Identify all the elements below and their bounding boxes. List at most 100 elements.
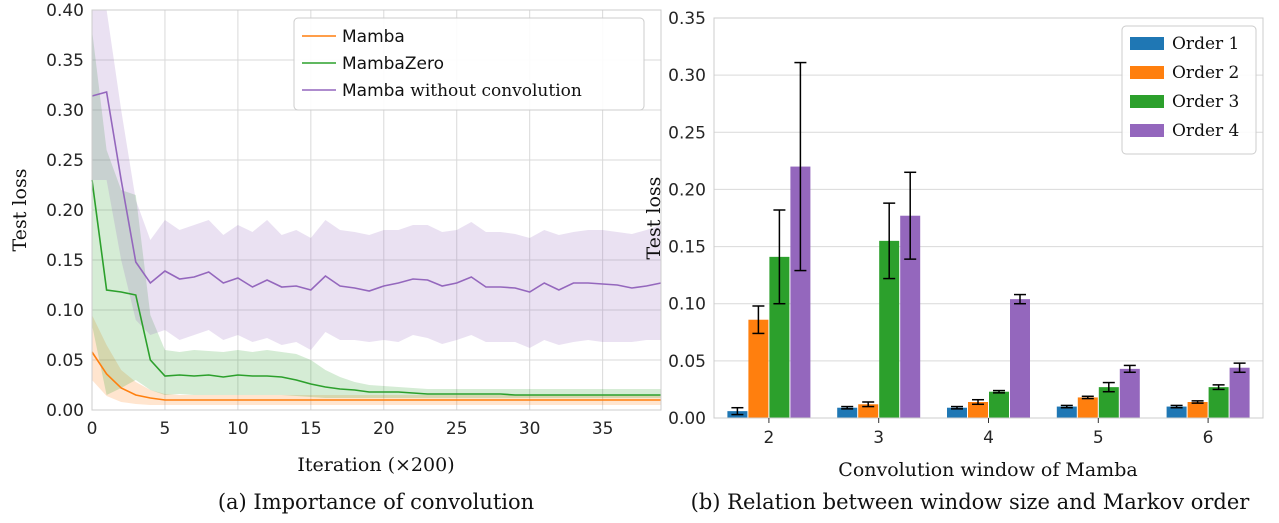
series-lines-a (91, 90, 662, 401)
x-tick-label: 10 (227, 419, 249, 439)
error-bar (1123, 364, 1136, 374)
x-tick-label: 0 (87, 419, 98, 439)
error-bar (1081, 395, 1094, 400)
legend-label-order-2: Order 2 (1172, 63, 1239, 83)
error-bar (1191, 400, 1204, 404)
x-tick-labels-a: 0 5 10 15 20 25 30 35 (87, 419, 614, 439)
bar-order-2-w4 (968, 402, 988, 418)
error-bars-b (731, 61, 1246, 416)
caption-a: (a) Importance of convolution (218, 490, 534, 514)
legend-label-mamba-no-conv-prefix: Mamba (342, 81, 405, 101)
error-bar (993, 389, 1005, 394)
y-tick-label: 0.30 (46, 101, 84, 121)
bar-order-3-w2 (769, 256, 790, 418)
x-tick-label: 4 (983, 428, 994, 448)
series-line-0 (91, 351, 661, 401)
plot-frame-a (91, 9, 662, 411)
legend-label-mamba-prefix: Mamba (342, 27, 405, 47)
y-tick-label: 0.15 (668, 238, 706, 258)
x-axis-label-b: Convolution window of Mamba (838, 459, 1137, 481)
bar-order-1-w4 (947, 407, 967, 418)
error-bar (752, 305, 765, 335)
error-bar (1212, 384, 1225, 391)
bar-order-2-w2 (748, 319, 769, 418)
legend-label-order-3: Order 3 (1172, 92, 1239, 112)
x-tick-label: 5 (1093, 428, 1104, 448)
legend-label-mambazero-prefix: MambaZero (342, 54, 444, 74)
panel-b-bar-chart: 0.00 0.05 0.10 0.15 0.20 0.25 0.30 0.35 2 3 4 5 6 T… (643, 9, 1264, 514)
y-tick-label: 0.40 (46, 1, 84, 21)
y-tick-label: 0.20 (46, 201, 84, 221)
x-tick-label: 35 (592, 419, 614, 439)
bar-order-4-w2 (790, 166, 811, 418)
y-axis-label-a: Test loss (9, 169, 31, 252)
bar-order-2-w3 (858, 404, 879, 418)
legend-b: Order 1 Order 2 Order 3 Order 4 (1121, 25, 1257, 155)
y-tick-label: 0.15 (46, 251, 84, 271)
legend-swatch-order-3 (1130, 95, 1164, 108)
y-tick-label: 0.10 (46, 301, 84, 321)
legend-label-order-1: Order 1 (1172, 34, 1239, 54)
error-bar (1170, 404, 1183, 409)
x-axis-label-a: Iteration (×200) (297, 454, 454, 476)
bar-order-4-w3 (900, 215, 921, 418)
legend-label-mamba: Mamba (342, 27, 405, 47)
legend-label-mambazero: MambaZero (342, 54, 444, 74)
error-bar (883, 202, 896, 280)
error-bar (841, 405, 854, 410)
bar-order-2-w6 (1187, 402, 1208, 418)
series-line-2 (91, 90, 662, 293)
y-tick-label: 0.25 (46, 151, 84, 171)
y-tick-label: 0.10 (668, 295, 706, 315)
bar-order-1-w3 (837, 407, 858, 418)
error-bar (972, 398, 984, 406)
x-tick-label: 2 (763, 428, 774, 448)
y-tick-label: 0.05 (668, 352, 706, 372)
band-0 (92, 315, 661, 405)
x-tick-label: 3 (873, 428, 884, 448)
error-bar (731, 406, 744, 416)
band-1 (92, 30, 661, 398)
y-tick-label: 0.20 (668, 180, 706, 200)
legend-frame-b (1121, 25, 1257, 155)
x-tick-labels-b: 2 3 4 5 6 (763, 418, 1214, 448)
band-2 (92, 10, 661, 350)
bar-order-1-w6 (1166, 406, 1187, 418)
error-bar (1102, 381, 1115, 393)
caption-b: (b) Relation between window size and Mar… (691, 490, 1251, 514)
legend-label-mamba-no-conv-suffix: without convolution (405, 81, 582, 101)
legend-label-order-4: Order 4 (1172, 121, 1239, 141)
error-bar (773, 209, 786, 305)
x-tick-label: 30 (519, 419, 541, 439)
x-tick-label: 15 (300, 419, 322, 439)
y-tick-label: 0.00 (46, 401, 84, 421)
bar-order-3-w3 (879, 240, 900, 418)
legend-label-mamba-no-conv: Mamba without convolution (342, 81, 582, 101)
y-tick-label: 0.35 (46, 51, 84, 71)
x-tick-label: 5 (160, 419, 171, 439)
legend-swatch-order-1 (1130, 37, 1164, 50)
error-bar (1060, 404, 1073, 409)
y-tick-label: 0.35 (668, 9, 706, 29)
error-bar (951, 405, 963, 410)
legend-frame-a (293, 17, 645, 111)
series-line-1 (91, 179, 661, 396)
bars-b (727, 166, 1250, 418)
y-axis-label-b: Test loss (643, 177, 665, 260)
x-tick-label: 6 (1203, 428, 1214, 448)
y-tick-label: 0.05 (46, 351, 84, 371)
y-tick-labels-b: 0.00 0.05 0.10 0.15 0.20 0.25 0.30 0.35 (668, 9, 706, 429)
legend-swatch-order-2 (1130, 66, 1164, 79)
error-bar (794, 61, 807, 272)
legend-swatch-order-4 (1130, 124, 1164, 137)
y-tick-labels-a: 0.00 0.05 0.10 0.15 0.20 0.25 0.30 0.35 0.40 (46, 1, 84, 421)
bar-order-3-w4 (989, 391, 1009, 418)
x-tick-label: 25 (446, 419, 468, 439)
bar-order-1-w5 (1056, 406, 1077, 418)
error-bar (904, 171, 917, 260)
confidence-bands-a (92, 10, 661, 405)
bar-order-4-w5 (1119, 368, 1140, 418)
bar-order-2-w5 (1077, 397, 1098, 418)
y-tick-label: 0.00 (668, 409, 706, 429)
